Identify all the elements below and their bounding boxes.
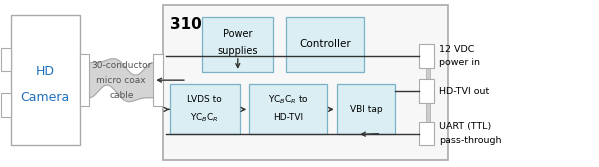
FancyBboxPatch shape <box>163 5 448 160</box>
Text: Power: Power <box>223 29 253 39</box>
FancyBboxPatch shape <box>170 84 240 134</box>
FancyBboxPatch shape <box>249 84 327 134</box>
FancyBboxPatch shape <box>11 15 80 145</box>
Text: UART (TTL): UART (TTL) <box>439 122 491 131</box>
Text: Controller: Controller <box>300 39 351 49</box>
Text: HD-TVI: HD-TVI <box>273 113 303 122</box>
Text: LVDS to: LVDS to <box>187 95 222 104</box>
Text: 30-conductor: 30-conductor <box>91 61 152 70</box>
FancyBboxPatch shape <box>419 79 434 103</box>
Text: power in: power in <box>439 58 480 67</box>
Text: VBI tap: VBI tap <box>350 105 382 114</box>
FancyBboxPatch shape <box>80 54 89 106</box>
Text: cable: cable <box>109 91 134 100</box>
Text: 3101: 3101 <box>170 17 213 32</box>
FancyBboxPatch shape <box>426 44 430 145</box>
Text: Camera: Camera <box>20 91 70 104</box>
FancyBboxPatch shape <box>202 17 273 72</box>
Text: HD-TVI out: HD-TVI out <box>439 87 489 96</box>
FancyBboxPatch shape <box>286 17 364 72</box>
Text: pass-through: pass-through <box>439 136 501 145</box>
Text: 12 VDC: 12 VDC <box>439 45 474 54</box>
Polygon shape <box>89 59 153 102</box>
Text: supplies: supplies <box>217 46 258 56</box>
FancyBboxPatch shape <box>153 54 163 106</box>
FancyBboxPatch shape <box>337 84 395 134</box>
Text: YC$_B$C$_R$: YC$_B$C$_R$ <box>190 112 219 124</box>
FancyBboxPatch shape <box>1 48 11 71</box>
FancyBboxPatch shape <box>419 122 434 145</box>
Text: YC$_B$C$_R$ to: YC$_B$C$_R$ to <box>268 93 308 106</box>
Text: HD: HD <box>36 64 55 77</box>
FancyBboxPatch shape <box>1 93 11 117</box>
FancyBboxPatch shape <box>419 44 434 68</box>
Text: micro coax: micro coax <box>96 76 146 85</box>
